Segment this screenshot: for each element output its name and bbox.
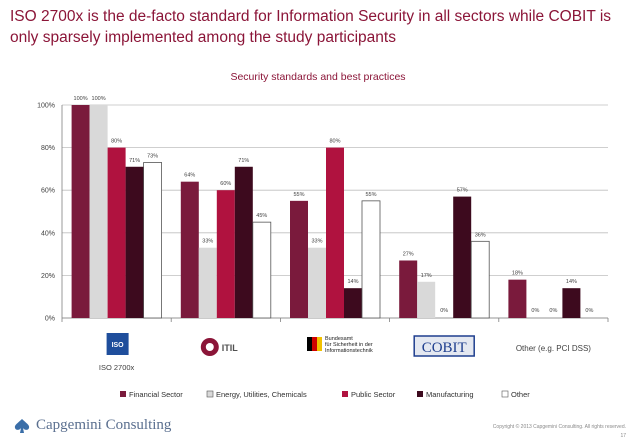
data-label: 0%	[549, 308, 557, 314]
cobit-logo-text: COBIT	[422, 340, 467, 356]
data-label: 57%	[457, 188, 468, 194]
legend-item: Energy, Utilities, Chemicals	[216, 390, 307, 399]
bar	[470, 240, 490, 319]
data-label: 36%	[475, 232, 486, 238]
legend-swatch	[342, 391, 348, 397]
bsi-logo-text-3: Informationstechnik	[325, 348, 373, 354]
bar	[198, 247, 217, 318]
data-label: 17%	[421, 273, 432, 279]
data-label: 80%	[111, 139, 122, 145]
bar	[326, 147, 344, 318]
data-label: 33%	[311, 239, 322, 245]
bsi-logo-gold	[317, 337, 322, 351]
slide-title-line-2: only sparsely implemented among the stud…	[10, 29, 396, 46]
bar	[143, 162, 163, 319]
data-label: 55%	[293, 192, 304, 198]
y-tick-label: 80%	[41, 145, 55, 152]
bar	[216, 190, 235, 318]
y-tick-label: 100%	[37, 103, 55, 110]
legend-swatch	[501, 390, 509, 398]
bar	[252, 221, 272, 319]
legend-item: Public Sector	[351, 390, 396, 399]
y-tick-label: 0%	[45, 316, 55, 323]
bar	[399, 260, 418, 318]
legend-swatch	[206, 390, 214, 398]
copyright-text: Copyright © 2013 Capgemini Consulting. A…	[492, 424, 626, 430]
bar	[125, 166, 144, 318]
bsi-logo-icon	[307, 337, 312, 351]
y-tick-label: 60%	[41, 188, 55, 195]
plot-area: Security standards and best practices 0% 2…	[37, 71, 609, 399]
data-label: 64%	[184, 173, 195, 179]
bar	[508, 279, 527, 318]
iso-logo-text: ISO	[112, 342, 125, 349]
bar	[107, 147, 126, 318]
data-label: 100%	[92, 96, 106, 102]
bar	[89, 105, 108, 318]
capgemini-spade-icon	[14, 418, 30, 433]
data-label: 100%	[74, 96, 88, 102]
footer-brand: Capgemini Consulting	[12, 417, 171, 434]
data-label: 60%	[220, 181, 231, 187]
legend-item: Manufacturing	[426, 390, 474, 399]
bsi-logo-red	[312, 337, 317, 351]
data-label: 80%	[329, 139, 340, 145]
bsi-logo-text-1: Bundesamt	[325, 336, 353, 342]
bar	[344, 288, 362, 318]
legend-swatch	[120, 391, 126, 397]
bar	[71, 105, 90, 318]
bar	[308, 247, 326, 318]
legend-item: Other	[511, 390, 530, 399]
data-label: 18%	[512, 271, 523, 277]
bsi-logo-text-2: für Sicherheit in der	[325, 342, 373, 348]
slide-title-line-1: ISO 2700x is the de-facto standard for I…	[10, 8, 612, 25]
data-label: 0%	[585, 308, 593, 314]
company-name: Capgemini Consulting	[36, 417, 172, 433]
y-tick-label: 20%	[41, 273, 55, 280]
bar	[453, 196, 472, 318]
legend-swatch	[417, 391, 423, 397]
data-label: 0%	[531, 308, 539, 314]
data-label: 14%	[566, 279, 577, 285]
data-label: 71%	[238, 158, 249, 164]
bar	[562, 288, 581, 318]
data-label: 0%	[440, 308, 448, 314]
data-label: 55%	[365, 192, 376, 198]
cobit-logo-bg	[414, 336, 475, 356]
data-label: 45%	[256, 213, 267, 219]
iso-logo-icon	[106, 333, 129, 355]
itil-logo-text: ITIL	[222, 343, 238, 353]
cobit-logo-icon	[413, 335, 475, 357]
chart-title: Security standards and best practices	[230, 71, 405, 83]
x-category-label: ISO 2700x	[99, 363, 135, 372]
bar	[361, 200, 381, 319]
bar	[180, 181, 199, 318]
bar	[290, 200, 308, 318]
bar	[234, 166, 253, 318]
slide-title: ISO 2700x is the de-facto standard for I…	[10, 6, 630, 48]
data-label: 73%	[147, 154, 158, 160]
data-label: 33%	[202, 239, 213, 245]
page-number: 17	[620, 433, 626, 439]
data-label: 27%	[403, 251, 414, 257]
bar	[417, 281, 436, 318]
itil-logo-dot	[205, 343, 214, 351]
data-label: 71%	[129, 158, 140, 164]
data-label: 14%	[347, 279, 358, 285]
legend-item: Financial Sector	[129, 390, 183, 399]
x-category-label: Other (e.g. PCI DSS)	[516, 344, 591, 353]
y-tick-label: 40%	[41, 230, 55, 237]
